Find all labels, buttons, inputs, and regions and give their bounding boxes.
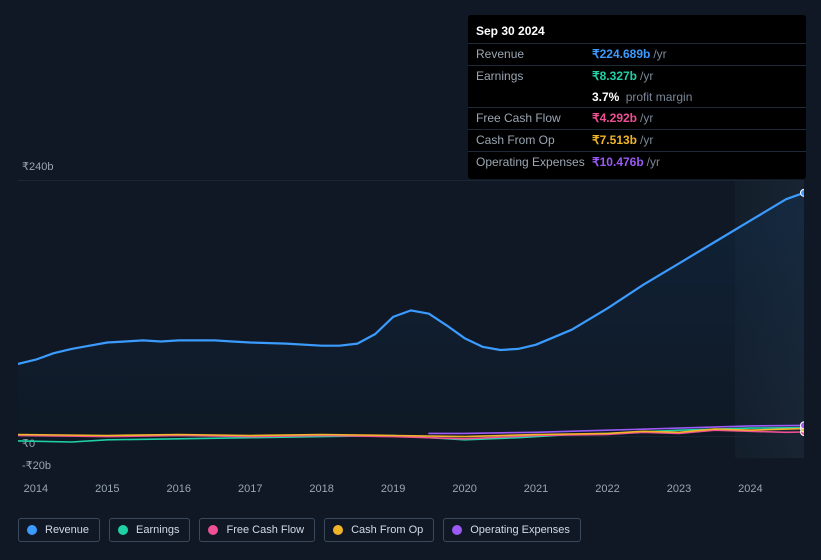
tooltip-sublabel: profit margin (626, 90, 693, 104)
x-axis-tick: 2021 (524, 483, 548, 495)
line-chart (18, 180, 804, 458)
legend-item[interactable]: Revenue (18, 518, 100, 542)
tooltip-label: Free Cash Flow (476, 110, 592, 127)
x-axis-tick: 2023 (667, 483, 691, 495)
chart-legend: Revenue Earnings Free Cash Flow Cash From O… (18, 518, 581, 542)
legend-label: Revenue (45, 524, 89, 536)
y-axis-tick-top: ₹240b (22, 160, 53, 173)
tooltip-row-revenue: Revenue ₹224.689b/yr (468, 43, 806, 65)
legend-dot-icon (333, 525, 343, 535)
chart-tooltip: Sep 30 2024 Revenue ₹224.689b/yr Earning… (468, 15, 806, 179)
tooltip-label: Cash From Op (476, 132, 592, 149)
legend-dot-icon (208, 525, 218, 535)
x-axis-tick: 2020 (452, 483, 476, 495)
legend-item[interactable]: Cash From Op (324, 518, 434, 542)
tooltip-row-earnings-sub: 3.7% profit margin (468, 87, 806, 108)
tooltip-subvalue: 3.7% (592, 90, 619, 104)
tooltip-date: Sep 30 2024 (468, 21, 806, 43)
tooltip-label: Operating Expenses (476, 154, 592, 171)
legend-label: Cash From Op (351, 524, 423, 536)
legend-item[interactable]: Free Cash Flow (199, 518, 315, 542)
x-axis-tick: 2016 (167, 483, 191, 495)
legend-label: Operating Expenses (470, 524, 570, 536)
tooltip-value: ₹7.513b (592, 133, 637, 147)
x-axis-tick: 2022 (595, 483, 619, 495)
x-axis-tick: 2015 (95, 483, 119, 495)
legend-item[interactable]: Operating Expenses (443, 518, 581, 542)
legend-dot-icon (27, 525, 37, 535)
tooltip-value: ₹10.476b (592, 155, 644, 169)
tooltip-label: Earnings (476, 68, 592, 85)
tooltip-value: ₹4.292b (592, 111, 637, 125)
legend-label: Earnings (136, 524, 179, 536)
x-axis-tick: 2019 (381, 483, 405, 495)
legend-label: Free Cash Flow (226, 524, 304, 536)
y-axis-tick-bottom: -₹20b (22, 459, 51, 472)
tooltip-row-opex: Operating Expenses ₹10.476b/yr (468, 151, 806, 173)
tooltip-label: Revenue (476, 46, 592, 63)
legend-dot-icon (452, 525, 462, 535)
tooltip-row-fcf: Free Cash Flow ₹4.292b/yr (468, 107, 806, 129)
tooltip-row-cfo: Cash From Op ₹7.513b/yr (468, 129, 806, 151)
legend-item[interactable]: Earnings (109, 518, 190, 542)
tooltip-row-earnings: Earnings ₹8.327b/yr (468, 65, 806, 87)
tooltip-value: ₹224.689b (592, 47, 650, 61)
x-axis-tick: 2017 (238, 483, 262, 495)
legend-dot-icon (118, 525, 128, 535)
tooltip-value: ₹8.327b (592, 69, 637, 83)
x-axis-tick: 2018 (309, 483, 333, 495)
x-axis-tick: 2014 (24, 483, 48, 495)
x-axis-tick: 2024 (738, 483, 762, 495)
